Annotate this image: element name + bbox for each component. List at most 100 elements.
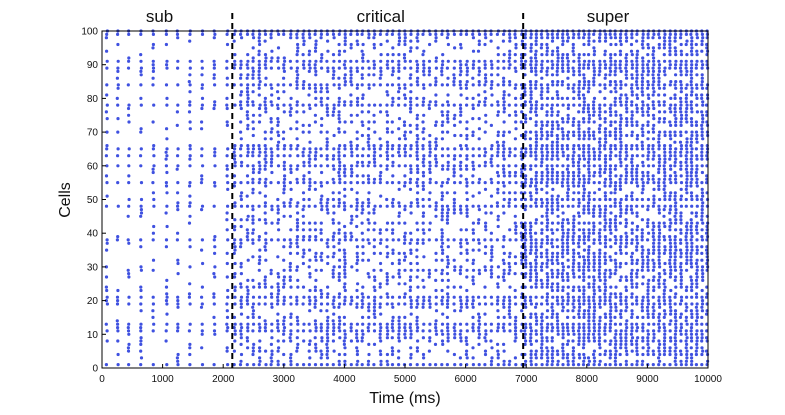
spike-dot [673,103,677,107]
spike-dot [566,332,571,336]
spike-dot [233,164,237,168]
spike-dot [477,66,481,70]
spike-dot [551,312,555,316]
spike-dot [603,255,607,259]
spike-dot [264,177,268,181]
spike-dot [572,53,576,57]
spike-dot [669,96,673,100]
spike-dot [539,93,543,97]
spike-dot [257,235,261,239]
spike-dot [545,201,550,205]
spike-dot [151,258,156,262]
spike-dot [624,181,628,185]
spike-dot [679,174,683,178]
spike-dot [701,103,705,107]
spike-dot [409,96,413,100]
spike-dot [507,295,511,299]
spike-dot [651,157,655,161]
spike-dot [513,137,518,141]
spike-dot [213,100,217,104]
spike-dot [105,59,109,63]
spike-dot [225,123,229,127]
spike-dot [277,66,281,70]
spike-dot [669,245,673,249]
spike-dot [652,154,656,158]
spike-dot [464,336,468,340]
spike-dot [561,363,565,367]
spike-dot [624,251,629,255]
spike-dot [308,258,312,262]
spike-dot [270,359,274,363]
spike-dot [251,83,255,87]
spike-dot [586,110,591,114]
spike-dot [577,336,581,340]
spike-dot [657,184,661,188]
spike-dot [245,299,249,303]
spike-dot [372,73,376,77]
spike-dot [700,73,704,77]
spike-dot [441,167,445,171]
spike-dot [630,120,634,124]
spike-dot [212,63,216,67]
spike-dot [477,147,481,151]
spike-dot [434,302,438,306]
spike-dot [540,90,544,94]
spike-dot [355,69,359,73]
spike-dot [233,332,237,336]
spike-dot [251,278,255,282]
spike-dot [535,187,539,191]
spike-dot [603,147,607,151]
spike-dot [635,59,639,63]
spike-dot [226,326,230,330]
spike-dot [484,245,488,249]
spike-dot [592,231,596,235]
spike-dot [668,83,672,87]
spike-dot [385,164,389,168]
spike-dot [226,147,230,151]
spike-dot [555,147,560,151]
spike-dot [582,228,586,232]
spike-dot [366,295,370,299]
spike-dot [561,268,565,272]
spike-dot [685,191,689,195]
spike-dot [561,278,565,282]
spike-dot [555,144,560,148]
spike-dot [668,322,672,326]
spike-dot [507,204,511,208]
spike-dot [422,69,426,73]
spike-dot [282,329,286,333]
spike-dot [422,255,426,259]
spike-dot [690,197,694,202]
spike-dot [668,228,672,232]
spike-dot [349,147,353,151]
spike-dot [630,282,634,286]
spike-dot [545,309,550,313]
spike-dot [582,231,586,235]
spike-dot [105,93,109,97]
spike-dot [139,326,143,330]
spike-dot [641,46,645,50]
spike-dot [630,160,634,164]
spike-dot [669,154,673,158]
spike-dot [453,336,457,340]
spike-dot [603,302,607,306]
spike-dot [694,363,699,367]
spike-dot [263,144,267,148]
spike-dot [251,346,255,350]
spike-dot [127,120,131,124]
spike-dot [695,194,699,198]
spike-dot [587,167,591,171]
spike-dot [657,346,661,350]
spike-dot [105,302,109,306]
spike-dot [684,238,688,242]
spike-dot [635,53,639,57]
spike-dot [679,261,683,266]
spike-dot [295,181,299,185]
spike-dot [545,181,549,185]
spike-dot [361,174,365,178]
spike-dot [685,69,689,73]
spike-dot [695,228,699,232]
spike-dot [471,154,475,158]
spike-dot [571,309,575,313]
spike-dot [560,56,565,60]
